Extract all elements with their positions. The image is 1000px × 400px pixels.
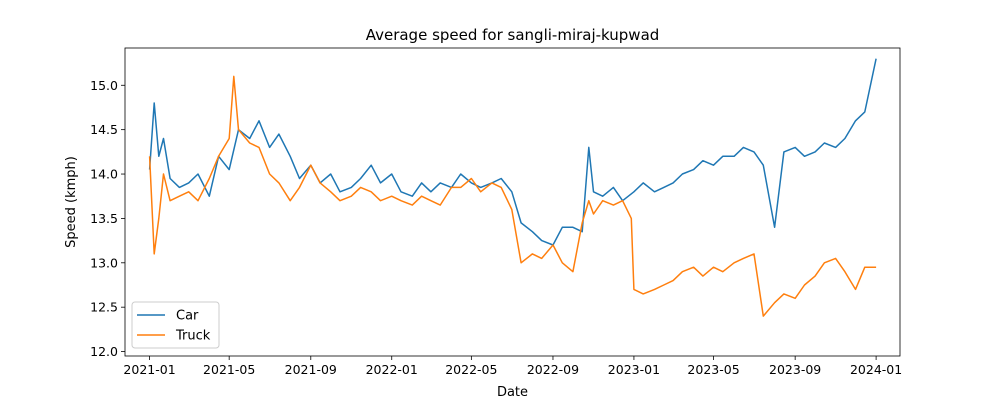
plot-background [125,48,900,356]
x-axis-label: Date [497,385,528,400]
x-tick-label: 2023-09 [769,362,821,377]
x-tick-label: 2023-05 [687,362,739,377]
y-tick-label: 15.0 [90,78,118,93]
legend-box [131,301,220,349]
legend-label-truck: Truck [175,329,211,344]
x-tick-label: 2022-01 [366,362,418,377]
series-layer [148,58,877,317]
x-tick-label: 2022-09 [527,362,579,377]
legend: Car Truck [131,301,220,349]
y-axis-ticks: 12.0 12.5 13.0 13.5 14.0 14.5 15.0 [90,78,125,359]
x-axis-ticks: 2021-01 2021-05 2021-09 2022-01 2022-05 2022-… [123,356,902,377]
series-line-car [148,58,877,246]
chart-title: Average speed for sangli-miraj-kupwad [366,26,660,44]
y-tick-label: 12.0 [90,344,118,359]
y-tick-label: 13.0 [90,255,118,270]
y-tick-label: 13.5 [90,211,118,226]
series-line-truck [148,75,877,317]
x-tick-label: 2022-05 [445,362,497,377]
x-tick-label: 2021-09 [285,362,337,377]
y-tick-label: 12.5 [90,300,118,315]
x-tick-label: 2021-05 [203,362,255,377]
legend-label-car: Car [176,309,199,324]
y-tick-label: 14.0 [90,167,118,182]
plot-frame [124,47,901,357]
x-tick-label: 2021-01 [123,362,175,377]
x-tick-label: 2024-01 [850,362,902,377]
y-tick-label: 14.5 [90,122,118,137]
y-axis-label: Speed (kmph) [64,156,79,248]
x-tick-label: 2023-01 [608,362,660,377]
